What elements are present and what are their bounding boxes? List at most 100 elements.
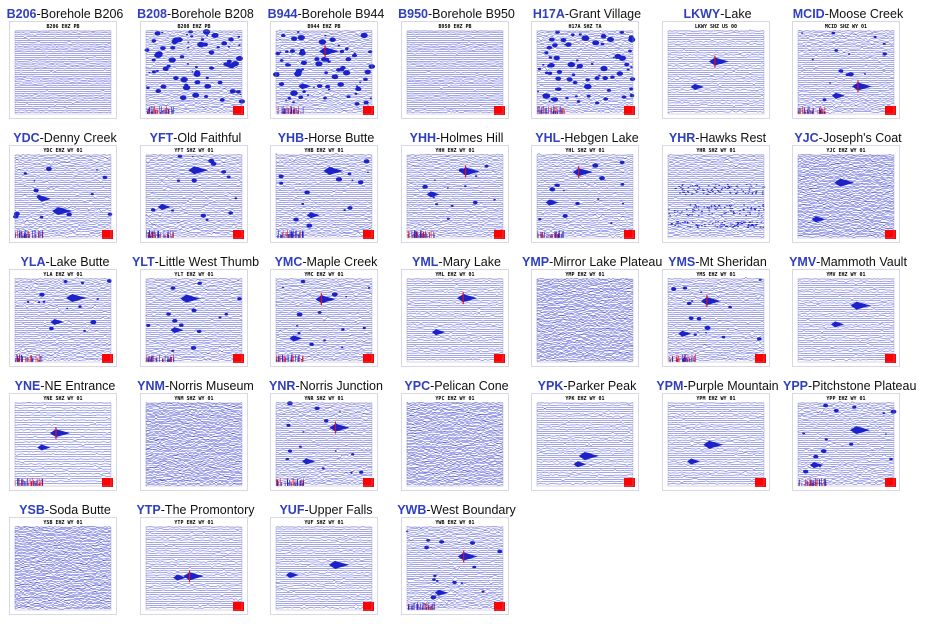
- helicorder-thumbnail[interactable]: LKWY SHZ US 00: [661, 21, 770, 119]
- station-code[interactable]: YPK: [537, 379, 564, 393]
- station-title[interactable]: B950-Borehole B950: [392, 6, 522, 22]
- station-title[interactable]: YNE-NE Entrance: [0, 378, 130, 394]
- helicorder-thumbnail[interactable]: YNE SHZ WY 01: [9, 393, 117, 491]
- station-code[interactable]: YHB: [277, 131, 305, 145]
- helicorder-thumbnail[interactable]: YHL SHZ WY 01: [531, 145, 639, 243]
- station-name[interactable]: -Maple Creek: [302, 255, 378, 269]
- station-title[interactable]: YWB-West Boundary: [392, 502, 522, 518]
- helicorder-thumbnail[interactable]: YJC EHZ WY 01: [792, 145, 900, 243]
- station-code[interactable]: YFT: [149, 131, 174, 145]
- station-cell-yne[interactable]: YNE-NE Entrance YNE SHZ WY 01: [0, 372, 130, 494]
- station-name[interactable]: -Holmes Hill: [436, 131, 504, 145]
- station-title[interactable]: B208-Borehole B208: [131, 6, 261, 22]
- station-cell-yuf[interactable]: YUF-Upper Falls YUF SHZ WY 01: [261, 496, 391, 618]
- station-code[interactable]: YNR: [269, 379, 296, 393]
- station-cell-ypm[interactable]: YPM-Purple Mountain YPM EHZ WY 01: [653, 372, 783, 494]
- station-title[interactable]: YTP-The Promontory: [131, 502, 261, 518]
- helicorder-thumbnail[interactable]: B206 EHZ PB: [9, 21, 117, 119]
- station-code[interactable]: YHL: [535, 131, 561, 145]
- station-name[interactable]: -Soda Butte: [44, 503, 111, 517]
- station-code[interactable]: B950: [398, 7, 428, 21]
- station-name[interactable]: -Borehole B208: [167, 7, 254, 21]
- station-name[interactable]: -Horse Butte: [304, 131, 375, 145]
- station-name[interactable]: -Joseph's Coat: [818, 131, 902, 145]
- helicorder-thumbnail[interactable]: YWB EHZ WY 01: [400, 517, 509, 615]
- station-code[interactable]: YPC: [404, 379, 431, 393]
- station-title[interactable]: H17A-Grant Village: [522, 6, 652, 22]
- station-name[interactable]: -Upper Falls: [304, 503, 373, 517]
- station-code[interactable]: YMP: [522, 255, 550, 269]
- helicorder-thumbnail[interactable]: YPC EHZ WY 01: [400, 393, 509, 491]
- station-title[interactable]: YHR-Hawks Rest: [653, 130, 783, 146]
- station-code[interactable]: YPM: [656, 379, 684, 393]
- station-cell-ywb[interactable]: YWB-West Boundary YWB EHZ WY 01: [392, 496, 522, 618]
- station-cell-ynm[interactable]: YNM-Norris Museum YNM SHZ WY 01: [131, 372, 261, 494]
- helicorder-thumbnail[interactable]: YLA EHZ WY 01: [9, 269, 117, 367]
- station-cell-ynr[interactable]: YNR-Norris Junction YNR SHZ WY 01: [261, 372, 391, 494]
- helicorder-thumbnail[interactable]: YMP EHZ WY 01: [531, 269, 639, 367]
- helicorder-thumbnail[interactable]: YPP EHZ WY 01: [792, 393, 900, 491]
- helicorder-thumbnail[interactable]: YNM SHZ WY 01: [139, 393, 248, 491]
- station-name[interactable]: -Lake Butte: [45, 255, 110, 269]
- helicorder-thumbnail[interactable]: YHB EHZ WY 01: [270, 145, 378, 243]
- station-cell-ypp[interactable]: YPP-Pitchstone Plateau YPP EHZ WY 01: [783, 372, 917, 494]
- station-cell-ytp[interactable]: YTP-The Promontory YTP EHZ WY 01: [131, 496, 261, 618]
- station-title[interactable]: YNM-Norris Museum: [131, 378, 261, 394]
- station-title[interactable]: YFT-Old Faithful: [131, 130, 261, 146]
- station-name[interactable]: -Pitchstone Plateau: [808, 379, 917, 393]
- station-title[interactable]: YLT-Little West Thumb: [131, 254, 261, 270]
- station-title[interactable]: YLA-Lake Butte: [0, 254, 130, 270]
- station-title[interactable]: YHH-Holmes Hill: [392, 130, 522, 146]
- helicorder-thumbnail[interactable]: YUF SHZ WY 01: [270, 517, 378, 615]
- station-name[interactable]: -Old Faithful: [173, 131, 242, 145]
- station-name[interactable]: -Mt Sheridan: [695, 255, 767, 269]
- station-title[interactable]: YPP-Pitchstone Plateau: [783, 378, 917, 394]
- station-name[interactable]: -Purple Mountain: [683, 379, 779, 393]
- station-name[interactable]: -NE Entrance: [40, 379, 116, 393]
- station-name[interactable]: -Moose Creek: [824, 7, 904, 21]
- station-cell-ylt[interactable]: YLT-Little West Thumb YLT EHZ WY 01: [131, 248, 261, 370]
- station-code[interactable]: YMC: [274, 255, 303, 269]
- station-name[interactable]: -West Boundary: [426, 503, 516, 517]
- station-cell-ypk[interactable]: YPK-Parker Peak YPK EHZ WY 01: [522, 372, 652, 494]
- station-cell-b950[interactable]: B950-Borehole B950 B950 EHZ PB: [392, 0, 522, 122]
- station-title[interactable]: YSB-Soda Butte: [0, 502, 130, 518]
- station-title[interactable]: YJC-Joseph's Coat: [783, 130, 913, 146]
- station-code[interactable]: YJC: [794, 131, 819, 145]
- helicorder-thumbnail[interactable]: YMV EHZ WY 01: [792, 269, 900, 367]
- station-name[interactable]: -Borehole B950: [428, 7, 515, 21]
- station-title[interactable]: YDC-Denny Creek: [0, 130, 130, 146]
- helicorder-thumbnail[interactable]: H17A SHZ TA: [531, 21, 639, 119]
- station-cell-yhr[interactable]: YHR-Hawks Rest YHR SHZ WY 01: [653, 124, 783, 246]
- helicorder-thumbnail[interactable]: MCID SHZ WY 01: [792, 21, 900, 119]
- helicorder-thumbnail[interactable]: YNR SHZ WY 01: [270, 393, 378, 491]
- station-code[interactable]: YML: [412, 255, 439, 269]
- station-code[interactable]: YNE: [14, 379, 41, 393]
- helicorder-thumbnail[interactable]: YHH EHZ WY 01: [400, 145, 509, 243]
- station-code[interactable]: YMS: [668, 255, 696, 269]
- station-code[interactable]: YTP: [136, 503, 161, 517]
- helicorder-thumbnail[interactable]: YSB EHZ WY 01: [9, 517, 117, 615]
- station-name[interactable]: -Borehole B944: [297, 7, 385, 21]
- station-title[interactable]: YMS-Mt Sheridan: [653, 254, 783, 270]
- station-title[interactable]: YMP-Mirror Lake Plateau: [522, 254, 662, 270]
- station-cell-ydc[interactable]: YDC-Denny Creek YDC EHZ WY 01: [0, 124, 130, 246]
- station-name[interactable]: -Little West Thumb: [154, 255, 260, 269]
- station-cell-b944[interactable]: B944-Borehole B944 B944 EHZ PB: [261, 0, 391, 122]
- station-title[interactable]: YPM-Purple Mountain: [653, 378, 783, 394]
- helicorder-thumbnail[interactable]: YTP EHZ WY 01: [139, 517, 248, 615]
- station-cell-b208[interactable]: B208-Borehole B208 B208 EHZ PB: [131, 0, 261, 122]
- station-cell-ymc[interactable]: YMC-Maple Creek YMC EHZ WY 01: [261, 248, 391, 370]
- station-code[interactable]: YLT: [131, 255, 155, 269]
- station-cell-h17a[interactable]: H17A-Grant Village H17A SHZ TA: [522, 0, 652, 122]
- station-cell-yml[interactable]: YML-Mary Lake YML EHZ WY 01: [392, 248, 522, 370]
- helicorder-thumbnail[interactable]: B950 EHZ PB: [400, 21, 509, 119]
- station-cell-yhl[interactable]: YHL-Hebgen Lake YHL SHZ WY 01: [522, 124, 652, 246]
- station-code[interactable]: YHH: [409, 131, 437, 145]
- station-name[interactable]: -Borehole B206: [36, 7, 124, 21]
- station-title[interactable]: YPC-Pelican Cone: [392, 378, 522, 394]
- helicorder-thumbnail[interactable]: YPM EHZ WY 01: [661, 393, 770, 491]
- station-title[interactable]: LKWY-Lake: [653, 6, 783, 22]
- station-title[interactable]: YML-Mary Lake: [392, 254, 522, 270]
- station-code[interactable]: B206: [6, 7, 37, 21]
